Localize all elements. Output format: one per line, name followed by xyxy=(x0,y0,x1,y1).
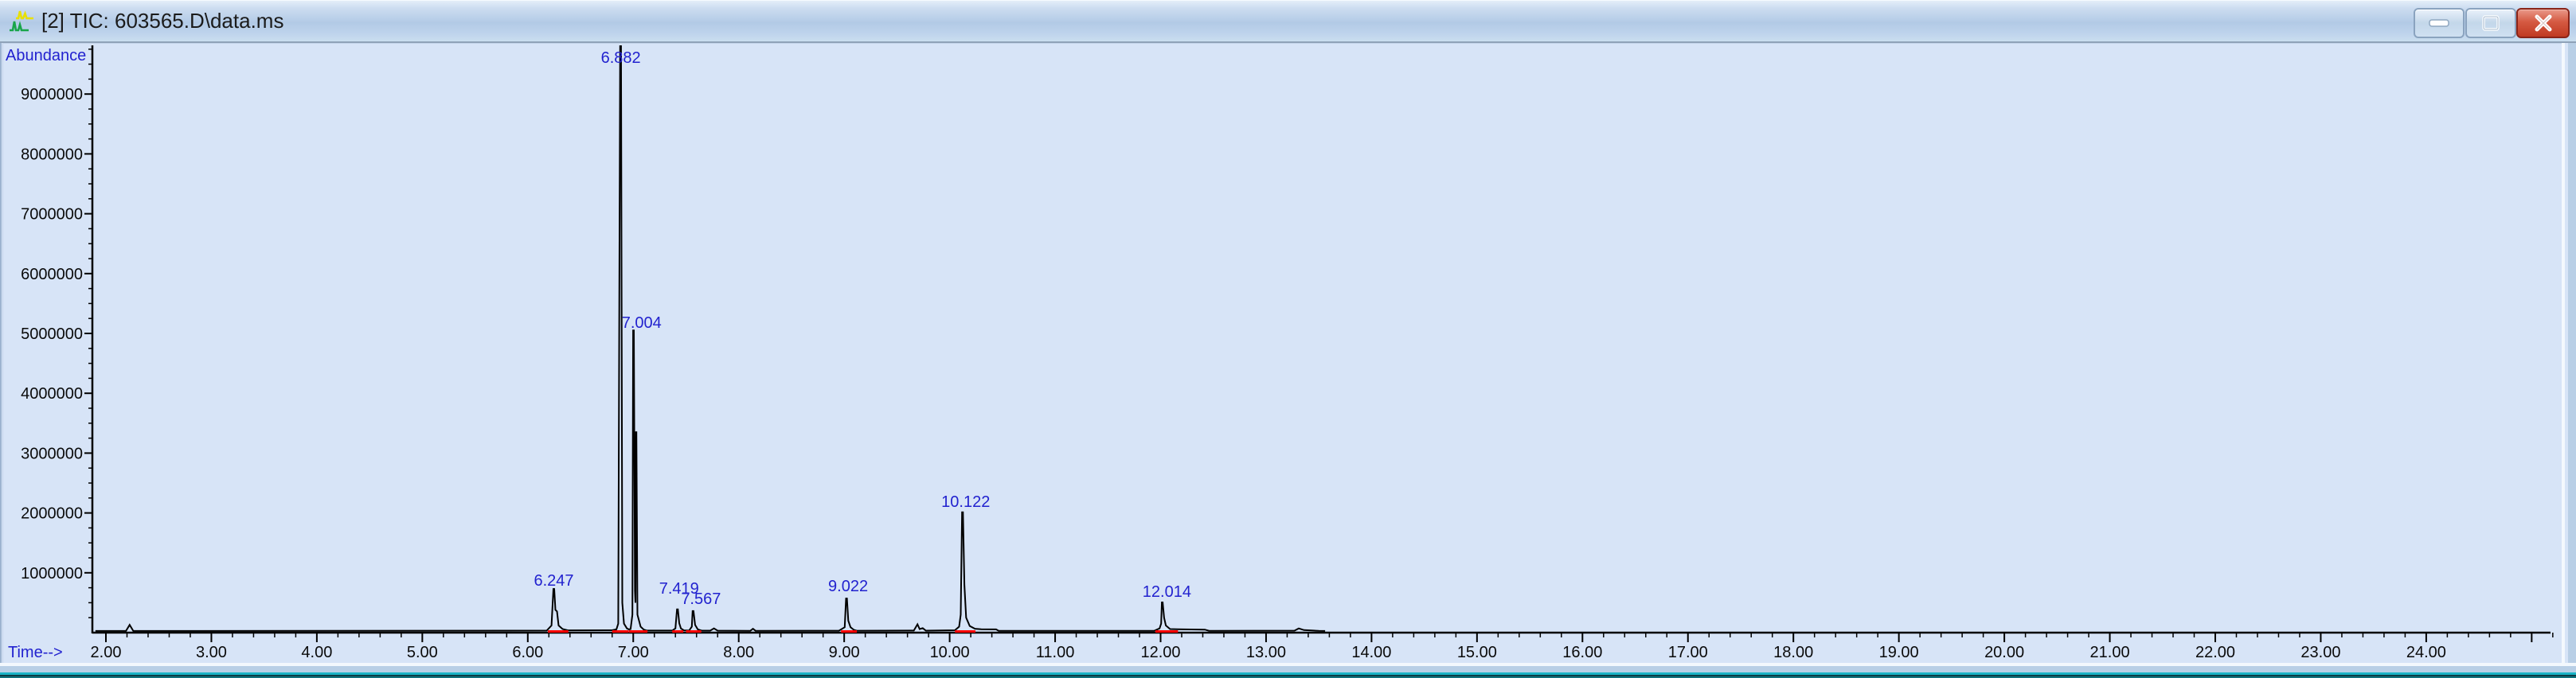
svg-text:6.882: 6.882 xyxy=(601,49,641,67)
svg-text:7.00: 7.00 xyxy=(618,644,649,661)
svg-text:7000000: 7000000 xyxy=(21,206,83,224)
svg-text:13.00: 13.00 xyxy=(1246,644,1286,661)
tick-marks xyxy=(84,49,2554,642)
svg-text:12.00: 12.00 xyxy=(1140,644,1180,661)
close-button[interactable] xyxy=(2516,8,2570,38)
client-bottom-edge xyxy=(0,663,2576,666)
workspace-accent-line xyxy=(0,672,2576,675)
app-icon[interactable] xyxy=(8,9,35,33)
svg-text:12.014: 12.014 xyxy=(1143,583,1191,601)
x-axis-title: Time--> xyxy=(8,644,63,661)
workspace-shadow-line xyxy=(0,675,2576,676)
svg-text:6.00: 6.00 xyxy=(512,644,543,661)
maximize-button[interactable] xyxy=(2465,8,2516,38)
tick-labels: 1000000 2000000 3000000 4000000 5000000 60000… xyxy=(6,47,2446,661)
svg-text:4.00: 4.00 xyxy=(301,644,332,661)
svg-text:10.00: 10.00 xyxy=(930,644,970,661)
svg-text:22.00: 22.00 xyxy=(2195,644,2235,661)
svg-text:7.419: 7.419 xyxy=(659,580,699,598)
window-frame-right xyxy=(2568,43,2576,663)
svg-text:7.004: 7.004 xyxy=(622,314,662,332)
svg-text:16.00: 16.00 xyxy=(1562,644,1602,661)
svg-text:24.00: 24.00 xyxy=(2406,644,2446,661)
svg-text:2.00: 2.00 xyxy=(91,644,122,661)
svg-text:5000000: 5000000 xyxy=(21,325,83,343)
close-icon xyxy=(2535,14,2551,32)
svg-text:6.247: 6.247 xyxy=(534,572,573,590)
svg-text:17.00: 17.00 xyxy=(1668,644,1708,661)
svg-text:6000000: 6000000 xyxy=(21,266,83,283)
svg-text:9.022: 9.022 xyxy=(828,578,868,595)
minimize-icon xyxy=(2429,19,2449,27)
svg-text:9.00: 9.00 xyxy=(829,644,860,661)
svg-text:8.00: 8.00 xyxy=(723,644,754,661)
svg-text:10.122: 10.122 xyxy=(941,493,990,511)
svg-text:7.567: 7.567 xyxy=(681,590,721,608)
svg-text:20.00: 20.00 xyxy=(1984,644,2024,661)
maximize-icon xyxy=(2482,15,2500,31)
y-axis-title: Abundance xyxy=(6,47,86,64)
svg-text:3.00: 3.00 xyxy=(196,644,227,661)
svg-text:8000000: 8000000 xyxy=(21,146,83,163)
workspace-background xyxy=(0,676,2576,678)
trace xyxy=(95,45,1326,632)
svg-text:2000000: 2000000 xyxy=(21,505,83,523)
svg-text:3000000: 3000000 xyxy=(21,445,83,462)
svg-text:11.00: 11.00 xyxy=(1036,644,1075,661)
svg-text:9000000: 9000000 xyxy=(21,86,83,103)
svg-text:15.00: 15.00 xyxy=(1457,644,1497,661)
axes xyxy=(91,45,2551,634)
svg-text:18.00: 18.00 xyxy=(1773,644,1813,661)
svg-text:21.00: 21.00 xyxy=(2090,644,2130,661)
svg-text:1000000: 1000000 xyxy=(21,565,83,583)
plot-client-area xyxy=(2,43,2565,663)
minimize-button[interactable] xyxy=(2414,8,2465,38)
svg-text:4000000: 4000000 xyxy=(21,385,83,403)
svg-text:23.00: 23.00 xyxy=(2300,644,2340,661)
svg-text:19.00: 19.00 xyxy=(1879,644,1919,661)
svg-text:5.00: 5.00 xyxy=(407,644,438,661)
titlebar[interactable]: [2] TIC: 603565.D\data.ms xyxy=(0,0,2576,43)
window-title: [2] TIC: 603565.D\data.ms xyxy=(41,9,284,33)
window-frame-bottom xyxy=(0,666,2576,672)
svg-text:14.00: 14.00 xyxy=(1351,644,1391,661)
